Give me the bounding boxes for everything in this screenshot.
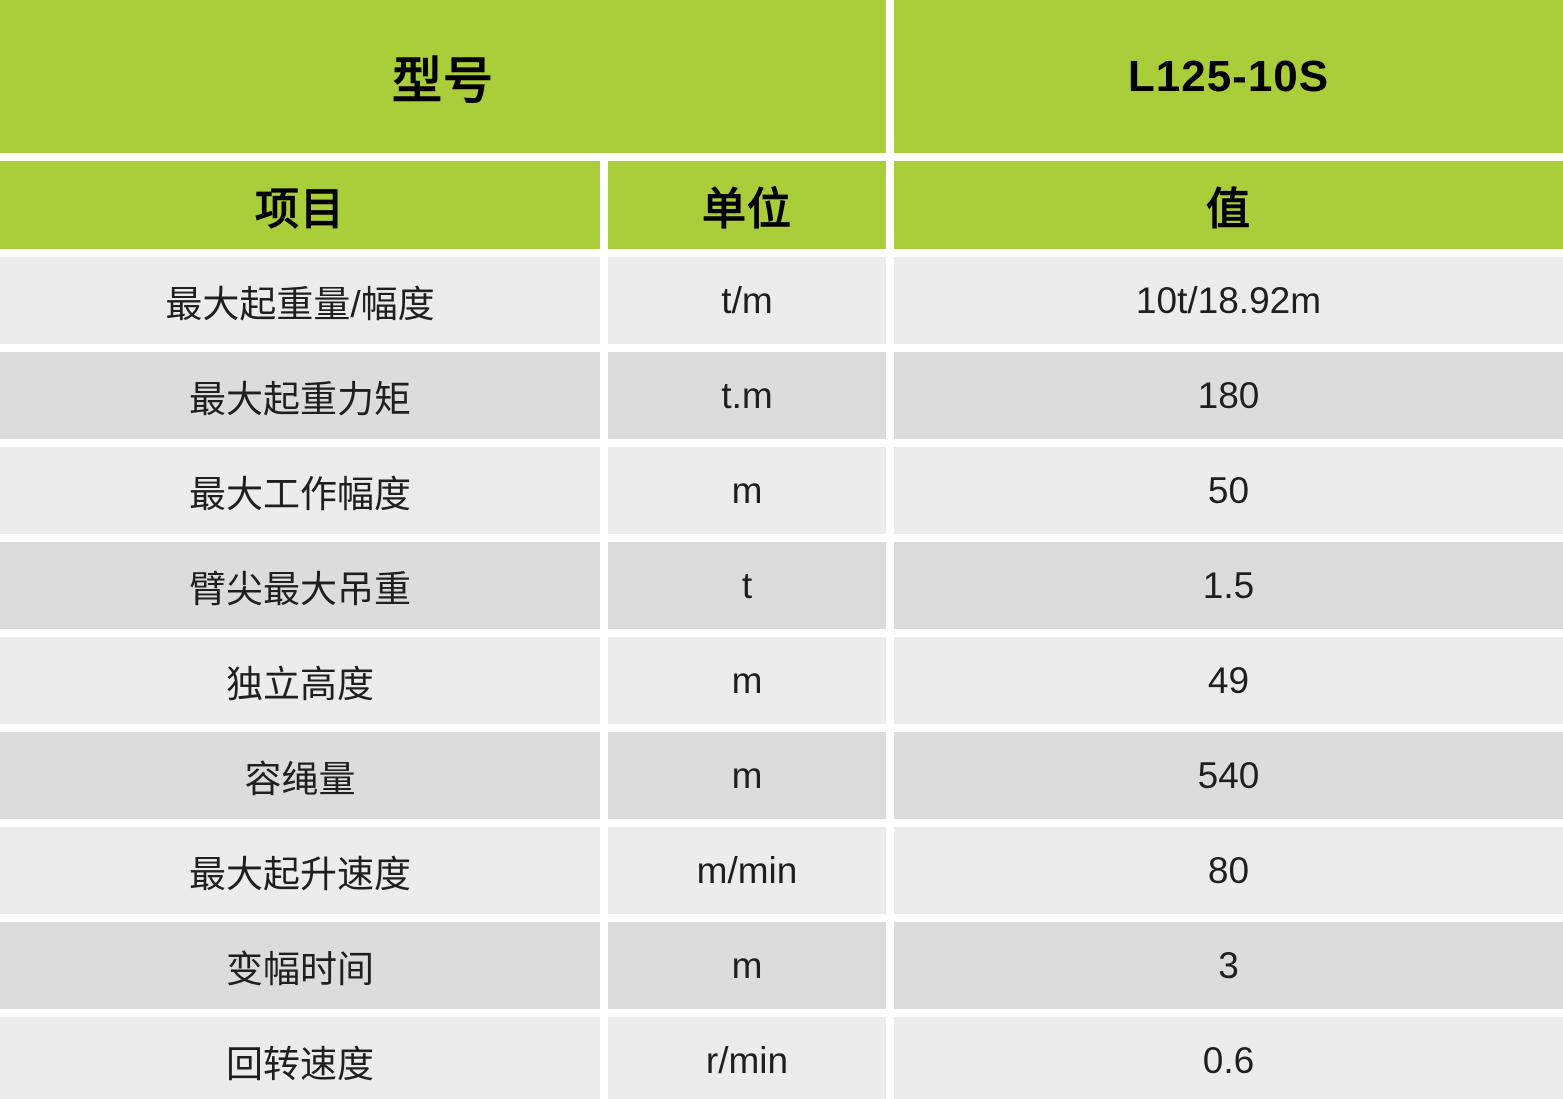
item-cell: 最大起重力矩 (0, 352, 600, 439)
spec-row: 最大起重量/幅度 t/m 10t/18.92m (0, 257, 1563, 344)
unit-cell: t/m (608, 257, 886, 344)
item-cell: 最大工作幅度 (0, 447, 600, 534)
spec-row: 变幅时间 m 3 (0, 922, 1563, 1009)
column-header-value: 值 (894, 161, 1563, 249)
value-cell: 1.5 (894, 542, 1563, 629)
item-cell: 臂尖最大吊重 (0, 542, 600, 629)
value-cell: 10t/18.92m (894, 257, 1563, 344)
spec-row: 臂尖最大吊重 t 1.5 (0, 542, 1563, 629)
item-cell: 回转速度 (0, 1017, 600, 1099)
item-cell: 容绳量 (0, 732, 600, 819)
unit-cell: r/min (608, 1017, 886, 1099)
model-header-row: 型号 L125-10S (0, 0, 1563, 153)
column-header-item: 项目 (0, 161, 600, 249)
spec-row: 回转速度 r/min 0.6 (0, 1017, 1563, 1099)
value-cell: 50 (894, 447, 1563, 534)
unit-cell: m (608, 922, 886, 1009)
unit-cell: t.m (608, 352, 886, 439)
item-cell: 独立高度 (0, 637, 600, 724)
value-cell: 540 (894, 732, 1563, 819)
value-cell: 49 (894, 637, 1563, 724)
item-cell: 最大起升速度 (0, 827, 600, 914)
value-cell: 3 (894, 922, 1563, 1009)
unit-cell: m (608, 447, 886, 534)
value-cell: 80 (894, 827, 1563, 914)
unit-cell: m/min (608, 827, 886, 914)
value-cell: 0.6 (894, 1017, 1563, 1099)
spec-row: 容绳量 m 540 (0, 732, 1563, 819)
model-label-cell: 型号 (0, 0, 886, 153)
column-header-unit: 单位 (608, 161, 886, 249)
spec-row: 最大起升速度 m/min 80 (0, 827, 1563, 914)
model-value-cell: L125-10S (894, 0, 1563, 153)
column-header-row: 项目 单位 值 (0, 161, 1563, 249)
value-cell: 180 (894, 352, 1563, 439)
unit-cell: m (608, 637, 886, 724)
unit-cell: m (608, 732, 886, 819)
unit-cell: t (608, 542, 886, 629)
spec-row: 独立高度 m 49 (0, 637, 1563, 724)
item-cell: 最大起重量/幅度 (0, 257, 600, 344)
spec-row: 最大工作幅度 m 50 (0, 447, 1563, 534)
item-cell: 变幅时间 (0, 922, 600, 1009)
spec-row: 最大起重力矩 t.m 180 (0, 352, 1563, 439)
